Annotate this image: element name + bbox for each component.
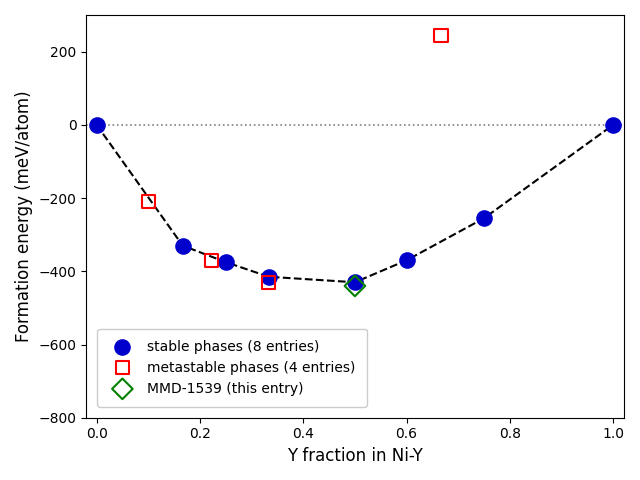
stable phases (8 entries) bbox=[221, 258, 231, 266]
stable phases (8 entries) bbox=[608, 121, 618, 129]
metastable phases (4 entries) bbox=[206, 256, 216, 264]
stable phases (8 entries) bbox=[178, 242, 188, 250]
metastable phases (4 entries) bbox=[264, 278, 274, 286]
Legend: stable phases (8 entries), metastable phases (4 entries), MMD-1539 (this entry): stable phases (8 entries), metastable ph… bbox=[97, 328, 367, 407]
MMD-1539 (this entry) bbox=[350, 282, 360, 290]
stable phases (8 entries) bbox=[479, 215, 489, 222]
stable phases (8 entries) bbox=[92, 121, 102, 129]
metastable phases (4 entries) bbox=[436, 31, 446, 39]
stable phases (8 entries) bbox=[264, 273, 274, 281]
metastable phases (4 entries) bbox=[143, 198, 154, 205]
X-axis label: Y fraction in Ni-Y: Y fraction in Ni-Y bbox=[287, 447, 423, 465]
Y-axis label: Formation energy (meV/atom): Formation energy (meV/atom) bbox=[15, 91, 33, 342]
stable phases (8 entries) bbox=[350, 278, 360, 286]
stable phases (8 entries) bbox=[401, 256, 412, 264]
